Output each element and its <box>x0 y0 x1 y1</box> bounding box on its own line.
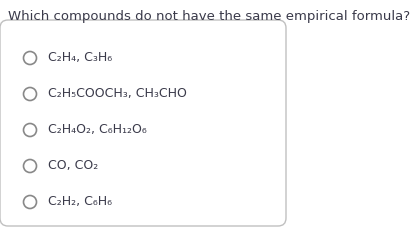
Text: C₂H₄O₂, C₆H₁₂O₆: C₂H₄O₂, C₆H₁₂O₆ <box>48 124 147 137</box>
Text: C₂H₅COOCH₃, CH₃CHO: C₂H₅COOCH₃, CH₃CHO <box>48 88 187 100</box>
Circle shape <box>24 195 37 209</box>
Text: C₂H₂, C₆H₆: C₂H₂, C₆H₆ <box>48 195 112 209</box>
Text: Which compounds do not have the same empirical formula?: Which compounds do not have the same emp… <box>8 10 410 23</box>
Text: C₂H₄, C₃H₆: C₂H₄, C₃H₆ <box>48 52 112 64</box>
Circle shape <box>24 159 37 173</box>
Circle shape <box>24 88 37 100</box>
FancyBboxPatch shape <box>0 20 286 226</box>
Circle shape <box>24 124 37 137</box>
Text: CO, CO₂: CO, CO₂ <box>48 159 98 173</box>
Circle shape <box>24 52 37 64</box>
